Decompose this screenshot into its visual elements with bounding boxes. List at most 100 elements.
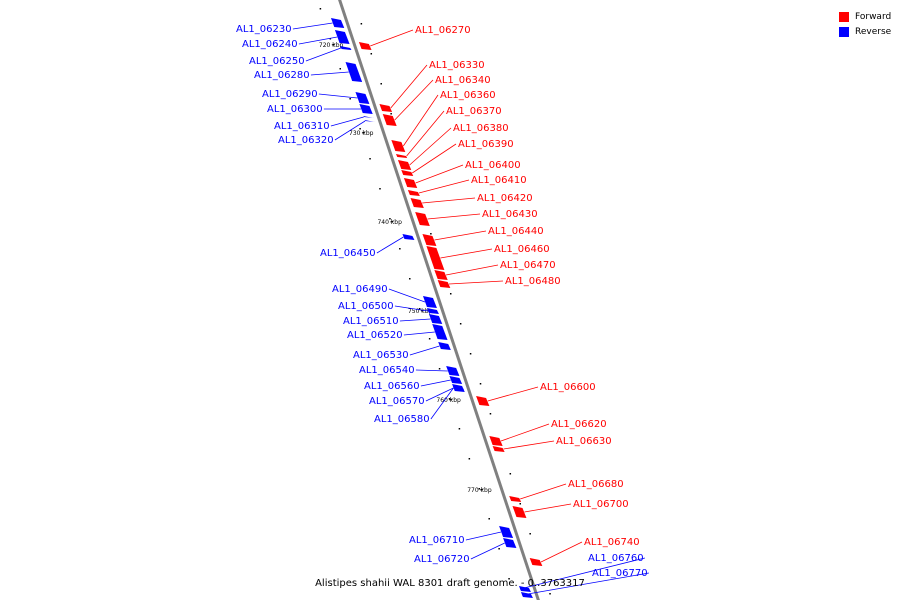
gene-label-al1_06720[interactable]: AL1_06720 bbox=[414, 554, 470, 565]
gene-feature-al1_06310[interactable] bbox=[363, 116, 375, 118]
gene-feature-al1_06250[interactable] bbox=[340, 46, 352, 50]
legend-reverse-label: Reverse bbox=[855, 26, 892, 37]
gene-feature-al1_06540[interactable] bbox=[446, 366, 460, 376]
gene-label-al1_06680[interactable]: AL1_06680 bbox=[568, 479, 624, 490]
genome-caption: Alistipes shahii WAL 8301 draft genome. … bbox=[315, 578, 585, 589]
gene-feature-al1_06240[interactable] bbox=[334, 30, 350, 44]
gene-label-al1_06710[interactable]: AL1_06710 bbox=[409, 535, 465, 546]
gene-feature-al1_06680[interactable] bbox=[509, 496, 522, 502]
gene-feature-al1_06530[interactable] bbox=[438, 342, 451, 350]
minor-tick bbox=[329, 38, 332, 40]
gene-feature-al1_06340[interactable] bbox=[382, 114, 397, 126]
gene-label-al1_06630[interactable]: AL1_06630 bbox=[556, 436, 612, 447]
gene-label-al1_06380[interactable]: AL1_06380 bbox=[453, 123, 509, 134]
gene-feature-al1_06420[interactable] bbox=[410, 198, 424, 208]
gene-label-al1_06280[interactable]: AL1_06280 bbox=[254, 70, 310, 81]
gene-feature-al1_06430[interactable] bbox=[415, 212, 430, 226]
gene-label-al1_06410[interactable]: AL1_06410 bbox=[471, 175, 527, 186]
gene-feature-al1_06710[interactable] bbox=[499, 526, 514, 538]
gene-label-al1_06570[interactable]: AL1_06570 bbox=[369, 396, 425, 407]
gene-feature-al1_06300[interactable] bbox=[359, 104, 373, 114]
gene-label-al1_06760[interactable]: AL1_06760 bbox=[588, 553, 644, 564]
gene-feature-al1_06400[interactable] bbox=[403, 178, 418, 188]
gene-feature-al1_06370[interactable] bbox=[395, 154, 408, 158]
gene-feature-al1_06380[interactable] bbox=[397, 160, 412, 170]
gene-label-al1_06320[interactable]: AL1_06320 bbox=[278, 135, 334, 146]
gene-label-al1_06290[interactable]: AL1_06290 bbox=[262, 89, 318, 100]
gene-feature-al1_06600[interactable] bbox=[476, 396, 490, 406]
gene-label-al1_06420[interactable]: AL1_06420 bbox=[477, 193, 533, 204]
gene-feature-al1_06510[interactable] bbox=[428, 314, 443, 324]
gene-label-al1_06250[interactable]: AL1_06250 bbox=[249, 56, 305, 67]
gene-label-al1_06390[interactable]: AL1_06390 bbox=[458, 139, 514, 150]
gene-feature-al1_06480[interactable] bbox=[437, 280, 451, 288]
gene-feature-al1_06280[interactable] bbox=[345, 62, 363, 82]
gene-label-al1_06510[interactable]: AL1_06510 bbox=[343, 316, 399, 327]
gene-label-al1_06440[interactable]: AL1_06440 bbox=[488, 226, 544, 237]
leader-line bbox=[487, 386, 539, 402]
gene-label-al1_06340[interactable]: AL1_06340 bbox=[435, 75, 491, 86]
gene-label-al1_06700[interactable]: AL1_06700 bbox=[573, 499, 629, 510]
gene-label-al1_06540[interactable]: AL1_06540 bbox=[359, 365, 415, 376]
leader-line bbox=[394, 79, 434, 121]
gene-feature-al1_06330[interactable] bbox=[379, 104, 393, 112]
gene-label-al1_06360[interactable]: AL1_06360 bbox=[440, 90, 496, 101]
leader-line bbox=[415, 164, 464, 184]
gene-feature-al1_06740[interactable] bbox=[529, 558, 543, 566]
gene-feature-al1_06460[interactable] bbox=[426, 246, 445, 270]
gene-feature-al1_06580[interactable] bbox=[452, 386, 465, 390]
gene-feature-al1_06560[interactable] bbox=[449, 376, 463, 384]
minor-tick bbox=[519, 503, 521, 505]
gene-feature-al1_06450[interactable] bbox=[402, 234, 415, 240]
gene-feature-al1_06770[interactable] bbox=[520, 592, 533, 598]
gene-label-al1_06490[interactable]: AL1_06490 bbox=[332, 284, 388, 295]
gene-feature-al1_06290[interactable] bbox=[355, 92, 370, 104]
leader-line bbox=[521, 572, 649, 596]
gene-feature-al1_06360[interactable] bbox=[391, 140, 406, 152]
tick-mark bbox=[390, 220, 394, 223]
gene-label-al1_06330[interactable]: AL1_06330 bbox=[429, 60, 485, 71]
minor-tick bbox=[370, 53, 373, 55]
gene-label-al1_06300[interactable]: AL1_06300 bbox=[267, 104, 323, 115]
gene-feature-al1_06500[interactable] bbox=[426, 308, 439, 314]
leader-line bbox=[470, 542, 505, 560]
gene-feature-al1_06620[interactable] bbox=[489, 436, 503, 446]
gene-feature-al1_06470[interactable] bbox=[434, 270, 448, 280]
gene-feature-al1_06270[interactable] bbox=[358, 42, 372, 50]
gene-label-al1_06400[interactable]: AL1_06400 bbox=[465, 160, 521, 171]
gene-feature-al1_06700[interactable] bbox=[512, 506, 527, 518]
gene-label-al1_06450[interactable]: AL1_06450 bbox=[320, 248, 376, 259]
gene-feature-al1_06490[interactable] bbox=[422, 296, 437, 308]
gene-label-al1_06430[interactable]: AL1_06430 bbox=[482, 209, 538, 220]
gene-feature-al1_06390[interactable] bbox=[401, 170, 414, 176]
gene-feature-al1_06410[interactable] bbox=[407, 190, 420, 196]
gene-label-al1_06520[interactable]: AL1_06520 bbox=[347, 330, 403, 341]
gene-label-al1_06270[interactable]: AL1_06270 bbox=[415, 25, 471, 36]
minor-tick bbox=[509, 473, 512, 475]
gene-label-al1_06740[interactable]: AL1_06740 bbox=[584, 537, 640, 548]
gene-label-al1_06230[interactable]: AL1_06230 bbox=[236, 24, 292, 35]
gene-label-al1_06460[interactable]: AL1_06460 bbox=[494, 244, 550, 255]
gene-label-al1_06770[interactable]: AL1_06770 bbox=[592, 568, 648, 579]
gene-feature-al1_06760[interactable] bbox=[518, 586, 531, 592]
gene-feature-al1_06630[interactable] bbox=[492, 446, 505, 452]
gene-feature-al1_06440[interactable] bbox=[422, 234, 437, 246]
gene-label-al1_06480[interactable]: AL1_06480 bbox=[505, 276, 561, 287]
gene-feature-al1_06230[interactable] bbox=[330, 18, 345, 28]
gene-feature-al1_06720[interactable] bbox=[503, 538, 517, 548]
gene-label-al1_06580[interactable]: AL1_06580 bbox=[374, 414, 430, 425]
gene-label-al1_06370[interactable]: AL1_06370 bbox=[446, 106, 502, 117]
gene-label-al1_06600[interactable]: AL1_06600 bbox=[540, 382, 596, 393]
minor-tick bbox=[430, 233, 432, 235]
minor-tick bbox=[458, 428, 461, 430]
gene-label-al1_06310[interactable]: AL1_06310 bbox=[274, 121, 330, 132]
tick-mark bbox=[331, 43, 336, 46]
gene-label-al1_06560[interactable]: AL1_06560 bbox=[364, 381, 420, 392]
gene-feature-al1_06320[interactable] bbox=[364, 120, 376, 122]
gene-label-al1_06470[interactable]: AL1_06470 bbox=[500, 260, 556, 271]
gene-label-al1_06500[interactable]: AL1_06500 bbox=[338, 301, 394, 312]
gene-feature-al1_06520[interactable] bbox=[432, 324, 448, 340]
gene-label-al1_06620[interactable]: AL1_06620 bbox=[551, 419, 607, 430]
gene-label-al1_06240[interactable]: AL1_06240 bbox=[242, 39, 298, 50]
gene-label-al1_06530[interactable]: AL1_06530 bbox=[353, 350, 409, 361]
